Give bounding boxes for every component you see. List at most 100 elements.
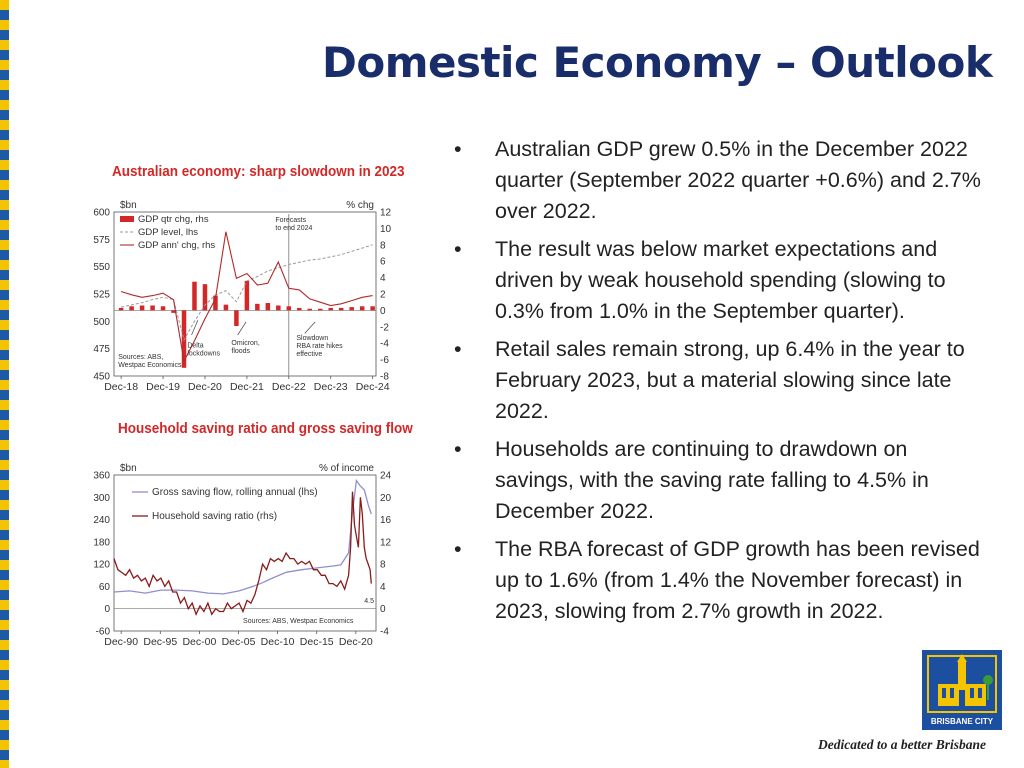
gdp-qtr-bar [255, 303, 260, 311]
gdp-qtr-bar [328, 307, 333, 311]
gdp-qtr-bar [234, 310, 239, 326]
bullet-text: Retail sales remain strong, up 6.4% in t… [495, 337, 965, 423]
x-tick-label: Dec-20 [339, 636, 373, 648]
x-tick-label: Dec-95 [143, 636, 177, 648]
annotation-pointer [304, 321, 316, 334]
gdp-qtr-bar [160, 306, 166, 311]
bullet-dot: • [454, 537, 462, 561]
plot-frame [113, 211, 377, 377]
left-tick-label: 300 [93, 493, 110, 504]
brisbane-city-logo: BRISBANE CITY [922, 650, 1002, 730]
right-tick-label: 0 [380, 306, 386, 317]
bullet-text: Australian GDP grew 0.5% in the December… [495, 137, 981, 223]
right-tick-label: 6 [380, 257, 386, 268]
left-tick-label: 180 [93, 537, 110, 548]
legend-label: Household saving ratio (rhs) [152, 511, 277, 522]
chart1-title: Australian economy: sharp slowdown in 20… [112, 163, 405, 180]
annotation-pointer [191, 320, 199, 336]
right-tick-label: 8 [380, 240, 386, 251]
gdp-qtr-bar [129, 306, 134, 311]
x-tick-label: Dec-24 [356, 381, 390, 393]
right-unit-label: % of income [319, 463, 374, 474]
right-tick-label: -4 [380, 339, 389, 350]
annotation-text: Westpac Economics [118, 362, 182, 369]
right-tick-label: 10 [380, 224, 392, 235]
left-tick-label: -60 [96, 627, 111, 638]
right-tick-label: 0 [380, 604, 386, 615]
legend-label: Gross saving flow, rolling annual (lhs) [152, 487, 318, 498]
gdp-qtr-bar [202, 284, 208, 311]
left-tick-label: 600 [93, 208, 110, 219]
left-tick-label: 360 [93, 471, 110, 482]
annotation-text: Sources: ABS, Westpac Economics [243, 618, 354, 625]
right-tick-label: 2 [380, 290, 386, 301]
x-tick-label: Dec-20 [188, 381, 222, 393]
annotation-pointer [237, 321, 247, 336]
annotation-text: Omicron, [231, 340, 259, 347]
gdp-qtr-bar [150, 305, 155, 311]
saving-ratio-line [113, 491, 372, 617]
legend-label: GDP qtr chg, rhs [138, 214, 209, 225]
bullet-dot: • [454, 137, 462, 161]
right-tick-label: 4 [380, 273, 386, 284]
left-tick-label: 60 [99, 582, 111, 593]
annotation-text: lockdowns [187, 350, 220, 357]
right-tick-label: 4 [380, 582, 386, 593]
bullet-text: The RBA forecast of GDP growth has been … [495, 537, 980, 623]
bullet-item: • Australian GDP grew 0.5% in the Decembe… [450, 134, 990, 227]
gdp-qtr-bar [223, 304, 229, 311]
chart2-title: Household saving ratio and gross saving … [118, 420, 413, 437]
left-tick-label: 525 [93, 290, 110, 301]
annotation-text: to end 2024 [275, 225, 312, 232]
right-tick-label: -6 [380, 355, 389, 366]
annotation-text: floods [231, 348, 250, 355]
annotation-text: RBA rate hikes [296, 343, 343, 350]
gdp-qtr-bar [276, 305, 281, 311]
right-tick-label: -4 [380, 627, 389, 638]
gdp-level-line [120, 244, 373, 342]
bullet-dot: • [454, 237, 462, 261]
x-tick-label: Dec-00 [182, 636, 216, 648]
left-tick-label: 475 [93, 344, 110, 355]
gdp-qtr-bar [359, 306, 365, 311]
right-tick-label: 8 [380, 560, 386, 571]
decorative-side-stripe [0, 0, 9, 768]
right-tick-label: -2 [380, 322, 389, 333]
gdp-qtr-bar [297, 307, 302, 311]
legend-swatch-bar [120, 216, 134, 222]
left-tick-label: 240 [93, 515, 110, 526]
annotation-text: Forecasts [275, 217, 306, 224]
gdp-qtr-bar [265, 303, 271, 311]
bullet-list: • Australian GDP grew 0.5% in the Decembe… [450, 134, 990, 634]
gdp-qtr-bar [213, 295, 218, 311]
left-unit-label: $bn [120, 200, 137, 211]
annotation-text: effective [296, 351, 322, 358]
right-unit-label: % chg [346, 200, 374, 211]
gdp-qtr-bar [244, 280, 250, 311]
annotation-text: 4.5 [364, 598, 374, 605]
bullet-text: The result was below market expectations… [495, 237, 946, 323]
x-tick-label: Dec-21 [230, 381, 264, 393]
bullet-item: • Retail sales remain strong, up 6.4% in … [450, 334, 990, 427]
x-tick-label: Dec-19 [146, 381, 180, 393]
left-tick-label: 550 [93, 262, 110, 273]
right-tick-label: 20 [380, 493, 392, 504]
gdp-qtr-bar [118, 307, 124, 311]
x-tick-label: Dec-90 [104, 636, 138, 648]
x-tick-label: Dec-05 [222, 636, 256, 648]
logo-text: BRISBANE CITY [930, 717, 994, 726]
bullet-text: Households are continuing to drawdown on… [495, 437, 929, 523]
gdp-qtr-bar [192, 281, 197, 311]
gdp-qtr-bar [338, 307, 344, 311]
bullet-item: • The RBA forecast of GDP growth has been… [450, 534, 990, 627]
gdp-qtr-bar [286, 306, 292, 311]
bullet-dot: • [454, 337, 462, 361]
right-tick-label: 12 [380, 208, 392, 219]
gdp-chart: $bn % chg 600 575 550 525 500 475 450 12 10 8 6 4 2 0 -2… [93, 200, 392, 393]
slide-title: Domestic Economy – Outlook [322, 38, 993, 87]
left-tick-label: 575 [93, 235, 110, 246]
x-tick-label: Dec-10 [261, 636, 295, 648]
left-tick-label: 0 [104, 604, 110, 615]
annotation-text: Sources: ABS, [118, 354, 163, 361]
right-tick-label: -8 [380, 372, 389, 383]
